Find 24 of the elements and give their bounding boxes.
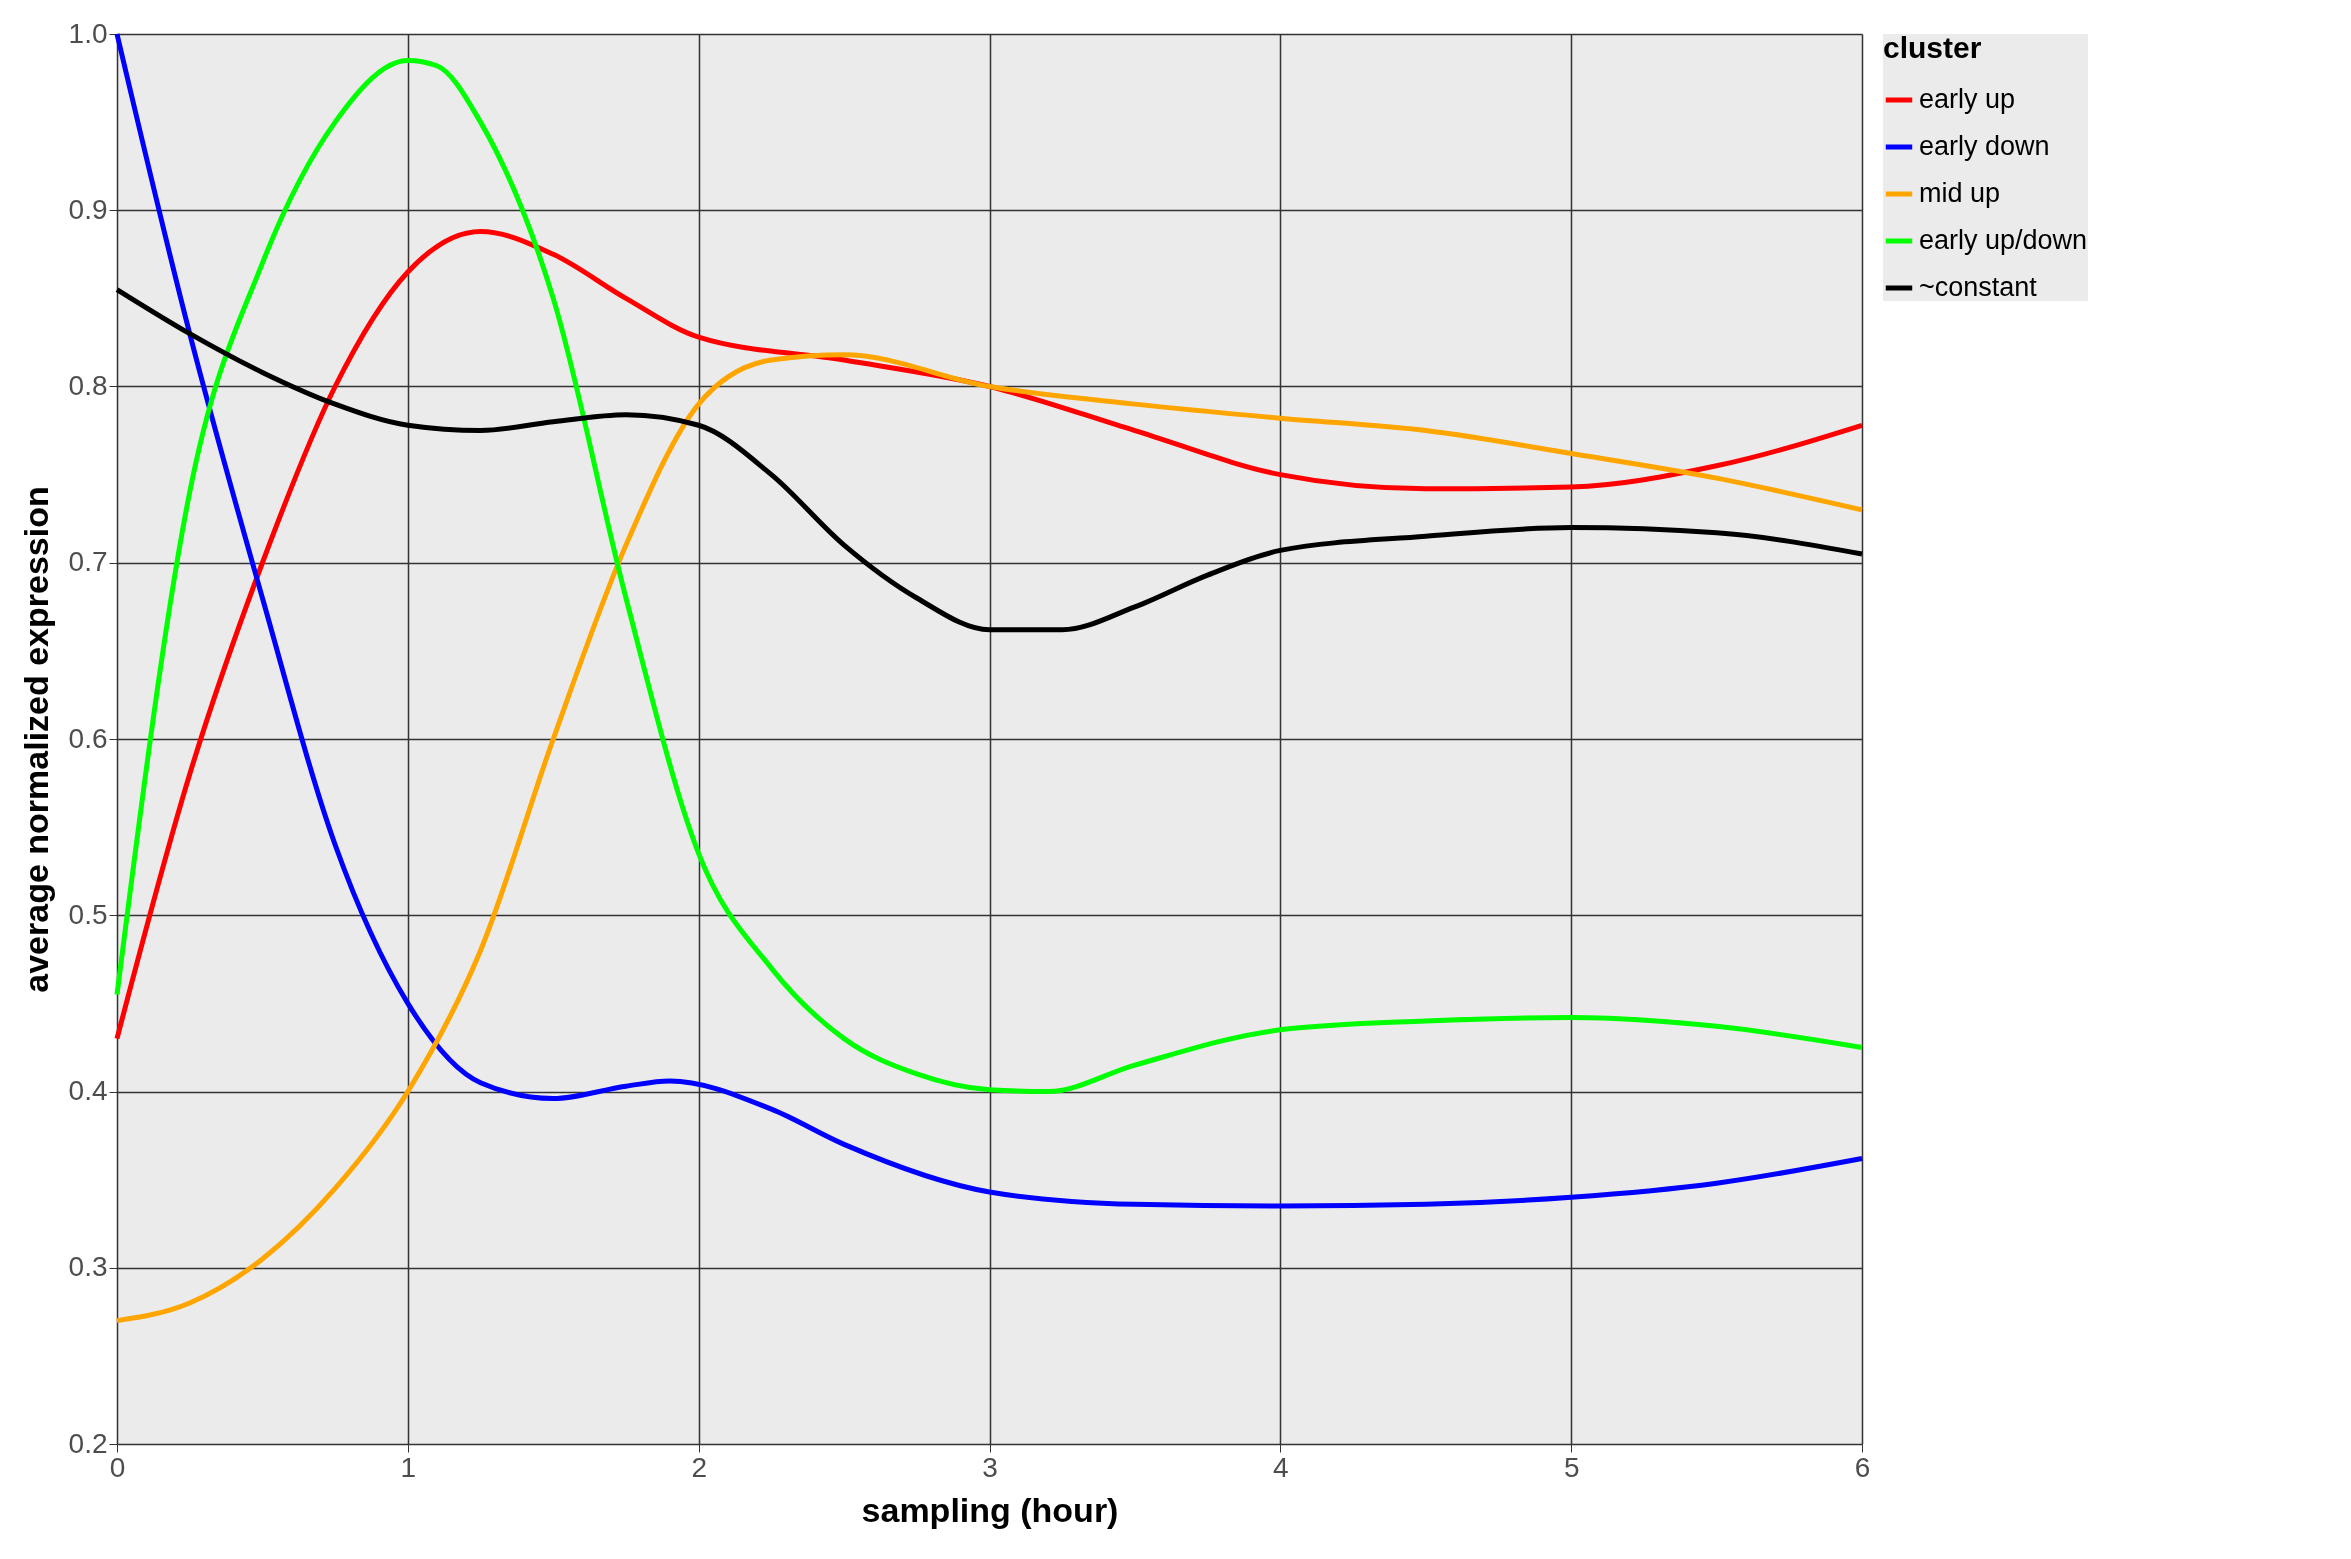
x-tick-label: 2	[691, 1451, 707, 1483]
x-tick-label: 5	[1563, 1451, 1580, 1483]
legend-title: cluster	[1883, 31, 1982, 64]
x-tick-label: 6	[1854, 1451, 1871, 1483]
y-axis-title: average normalized expression	[16, 486, 55, 993]
x-axis-title: sampling (hour)	[861, 1490, 1119, 1529]
legend-label: mid up	[1919, 178, 2001, 208]
y-tick-label: 0.8	[68, 370, 108, 401]
legend-label: ~constant	[1919, 272, 2038, 302]
legend-label: early up/down	[1919, 225, 2088, 255]
legend-label: early down	[1919, 131, 2050, 161]
y-tick-label: 0.6	[68, 722, 108, 754]
y-tick-label: 0.9	[68, 193, 108, 225]
y-tick-label: 0.3	[68, 1251, 108, 1283]
x-tick-label: 3	[982, 1451, 998, 1483]
x-tick-label: 1	[400, 1451, 417, 1483]
y-tick-label: 0.2	[68, 1427, 108, 1459]
y-tick-label: 0.7	[68, 546, 108, 578]
x-tick-label: 0	[109, 1451, 126, 1483]
y-tick-label: 0.4	[68, 1075, 108, 1106]
y-tick-label: 0.5	[68, 898, 108, 930]
x-tick-label: 4	[1273, 1451, 1289, 1483]
legend-label: early up	[1919, 84, 2016, 114]
y-tick-label: 1.0	[68, 17, 108, 49]
